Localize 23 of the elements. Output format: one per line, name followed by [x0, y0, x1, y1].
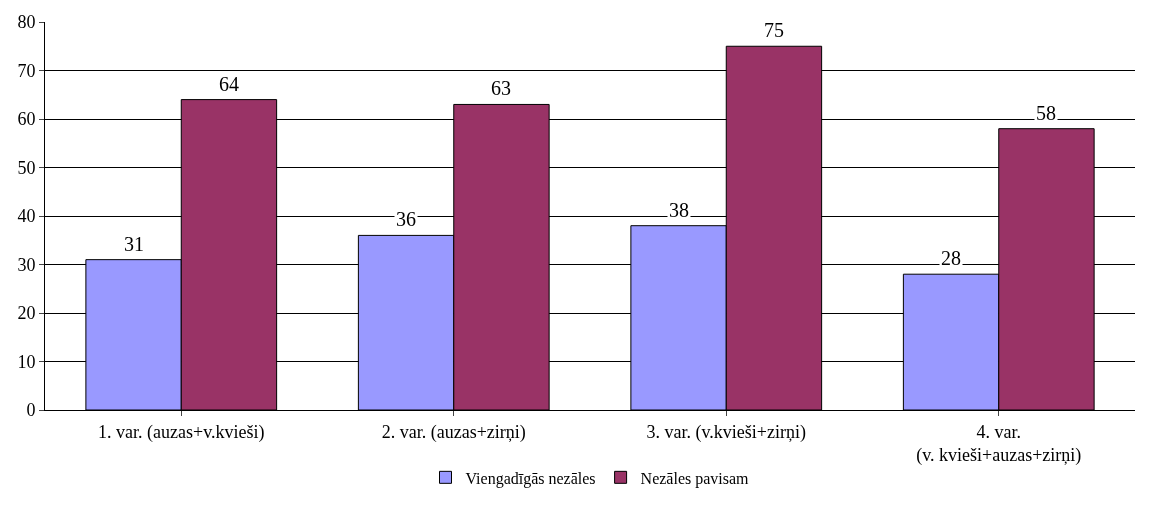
data-label: 31 [124, 233, 144, 255]
x-tick-label: 3. var. (v.kvieši+zirņi) [646, 421, 806, 443]
data-label: 38 [669, 199, 689, 221]
data-label: 58 [1036, 102, 1056, 124]
legend-label: Nezāles pavisam [640, 469, 750, 488]
y-tick-label: 60 [17, 109, 36, 130]
data-label: 63 [491, 77, 511, 99]
data-label: 75 [764, 19, 784, 41]
data-label: 64 [219, 73, 239, 95]
y-tick-label: 20 [17, 303, 36, 324]
data-label: 36 [396, 208, 416, 230]
x-tick-label: 4. var. (v. kvieši+auzas+zirņi) [916, 421, 1082, 466]
data-label: 28 [941, 247, 961, 269]
legend-label: Viengadīgās nezāles [465, 469, 596, 488]
y-tick-label: 30 [17, 254, 36, 275]
y-tick-label: 0 [26, 400, 36, 421]
x-tick-label: 2. var. (auzas+zirņi) [381, 421, 526, 443]
y-tick-label: 10 [17, 351, 36, 372]
y-tick-label: 50 [17, 157, 36, 178]
y-tick-label: 70 [17, 60, 36, 81]
x-tick-label: 1. var. (auzas+v.kvieši) [98, 421, 265, 443]
y-tick-label: 40 [17, 206, 36, 227]
y-tick-label: 80 [17, 12, 36, 33]
